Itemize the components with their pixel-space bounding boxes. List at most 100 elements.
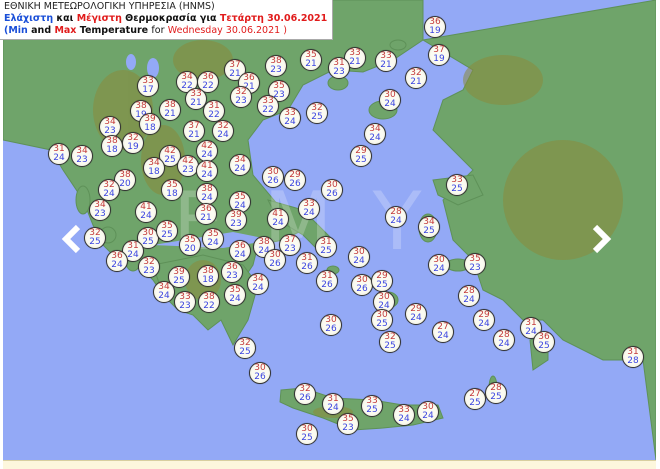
station-marker[interactable]: 31 22 <box>203 100 225 122</box>
station-marker[interactable]: 36 25 <box>533 331 555 353</box>
station-marker[interactable]: 31 28 <box>622 346 644 368</box>
station-marker[interactable]: 29 24 <box>405 303 427 325</box>
next-map-button[interactable] <box>585 222 615 256</box>
station-marker[interactable]: 33 23 <box>174 291 196 313</box>
station-marker[interactable]: 29 24 <box>473 309 495 331</box>
station-marker[interactable]: 29 25 <box>350 145 372 167</box>
station-marker[interactable]: 29 26 <box>284 169 306 191</box>
station-marker[interactable]: 31 24 <box>48 143 70 165</box>
station-marker[interactable]: 32 26 <box>294 383 316 405</box>
station-marker[interactable]: 30 26 <box>249 362 271 384</box>
station-marker[interactable]: 34 23 <box>71 145 93 167</box>
station-marker[interactable]: 32 25 <box>306 102 328 124</box>
station-marker[interactable]: 33 24 <box>279 107 301 129</box>
station-marker[interactable]: 30 25 <box>296 423 318 445</box>
station-marker[interactable]: 33 25 <box>361 395 383 417</box>
station-marker[interactable]: 27 25 <box>464 388 486 410</box>
station-marker[interactable]: 30 24 <box>348 246 370 268</box>
station-marker[interactable]: 30 24 <box>428 254 450 276</box>
station-marker[interactable]: 31 23 <box>328 57 350 79</box>
station-marker[interactable]: 30 26 <box>321 179 343 201</box>
station-marker[interactable]: 30 24 <box>417 401 439 423</box>
station-marker[interactable]: 34 23 <box>89 199 111 221</box>
station-marker[interactable]: 32 24 <box>212 120 234 142</box>
station-marker[interactable]: 38 23 <box>265 55 287 77</box>
temperature-map[interactable]: ΕΜΥ 36 19 37 19 33 21 33 21 35 21 31 23 38 23 37 21 32 21… <box>3 0 656 460</box>
station-marker[interactable]: 30 25 <box>137 227 159 249</box>
station-marker[interactable]: 33 22 <box>257 95 279 117</box>
station-marker[interactable]: 32 23 <box>230 86 252 108</box>
station-marker[interactable]: 31 26 <box>296 252 318 274</box>
station-marker[interactable]: 30 26 <box>264 249 286 271</box>
station-marker[interactable]: 34 18 <box>143 157 165 179</box>
station-marker[interactable]: 32 25 <box>379 331 401 353</box>
station-marker[interactable]: 34 24 <box>153 281 175 303</box>
station-marker[interactable]: 37 19 <box>428 44 450 66</box>
station-marker[interactable]: 28 24 <box>493 329 515 351</box>
station-marker[interactable]: 41 24 <box>196 160 218 182</box>
station-marker[interactable]: 39 25 <box>168 266 190 288</box>
station-marker[interactable]: 38 21 <box>159 99 181 121</box>
station-marker[interactable]: 35 23 <box>464 253 486 275</box>
station-marker[interactable]: 34 25 <box>418 216 440 238</box>
station-marker[interactable]: 33 24 <box>298 198 320 220</box>
station-marker[interactable]: 34 24 <box>229 154 251 176</box>
station-marker[interactable]: 38 18 <box>101 135 123 157</box>
station-marker[interactable]: 41 24 <box>135 201 157 223</box>
station-marker[interactable]: 42 24 <box>196 140 218 162</box>
station-marker[interactable]: 35 24 <box>202 228 224 250</box>
station-marker[interactable]: 36 21 <box>195 203 217 225</box>
station-marker[interactable]: 36 24 <box>229 240 251 262</box>
station-marker[interactable]: 30 26 <box>262 166 284 188</box>
title-temp-en: Temperature <box>79 25 149 36</box>
station-marker[interactable]: 34 24 <box>247 273 269 295</box>
station-marker[interactable]: 36 23 <box>221 261 243 283</box>
station-marker[interactable]: 32 19 <box>122 132 144 154</box>
station-marker[interactable]: 39 18 <box>139 113 161 135</box>
station-marker[interactable]: 38 18 <box>197 265 219 287</box>
station-marker[interactable]: 32 25 <box>84 227 106 249</box>
station-marker[interactable]: 31 24 <box>322 393 344 415</box>
station-marker[interactable]: 31 26 <box>316 270 338 292</box>
station-marker[interactable]: 35 18 <box>161 179 183 201</box>
station-marker[interactable]: 28 25 <box>485 382 507 404</box>
station-marker[interactable]: 36 22 <box>197 71 219 93</box>
station-marker[interactable]: 33 21 <box>185 88 207 110</box>
station-marker[interactable]: 36 19 <box>424 16 446 38</box>
station-marker[interactable]: 27 24 <box>432 321 454 343</box>
station-marker[interactable]: 30 26 <box>320 314 342 336</box>
station-marker[interactable]: 33 25 <box>446 174 468 196</box>
station-marker[interactable]: 32 25 <box>234 337 256 359</box>
station-marker[interactable]: 42 25 <box>159 145 181 167</box>
min-temperature: 24 <box>498 339 510 349</box>
station-marker[interactable]: 38 22 <box>198 291 220 313</box>
station-marker[interactable]: 35 21 <box>300 49 322 71</box>
station-marker[interactable]: 37 21 <box>224 59 246 81</box>
station-marker[interactable]: 41 24 <box>267 208 289 230</box>
station-marker[interactable]: 37 23 <box>279 234 301 256</box>
station-marker[interactable]: 32 21 <box>405 67 427 89</box>
station-marker[interactable]: 32 23 <box>138 256 160 278</box>
station-marker[interactable]: 39 23 <box>225 209 247 231</box>
station-marker[interactable]: 37 21 <box>183 120 205 142</box>
station-marker[interactable]: 30 25 <box>371 309 393 331</box>
station-marker[interactable]: 30 24 <box>379 89 401 111</box>
station-marker[interactable]: 33 17 <box>137 75 159 97</box>
station-marker[interactable]: 32 24 <box>98 179 120 201</box>
station-marker[interactable]: 35 20 <box>179 234 201 256</box>
station-marker[interactable]: 35 25 <box>156 220 178 242</box>
station-marker[interactable]: 28 24 <box>458 285 480 307</box>
previous-map-button[interactable] <box>58 222 88 256</box>
station-marker[interactable]: 28 24 <box>385 206 407 228</box>
station-marker[interactable]: 31 25 <box>315 236 337 258</box>
max-temperature: 31 <box>333 58 345 68</box>
station-marker[interactable]: 33 21 <box>375 50 397 72</box>
station-marker[interactable]: 36 24 <box>106 250 128 272</box>
station-marker[interactable]: 33 24 <box>393 404 415 426</box>
station-marker[interactable]: 38 24 <box>196 183 218 205</box>
station-marker[interactable]: 35 24 <box>224 284 246 306</box>
station-marker[interactable]: 30 26 <box>351 274 373 296</box>
station-marker[interactable]: 35 23 <box>337 413 359 435</box>
station-marker[interactable]: 34 24 <box>364 123 386 145</box>
station-marker[interactable]: 29 25 <box>371 270 393 292</box>
